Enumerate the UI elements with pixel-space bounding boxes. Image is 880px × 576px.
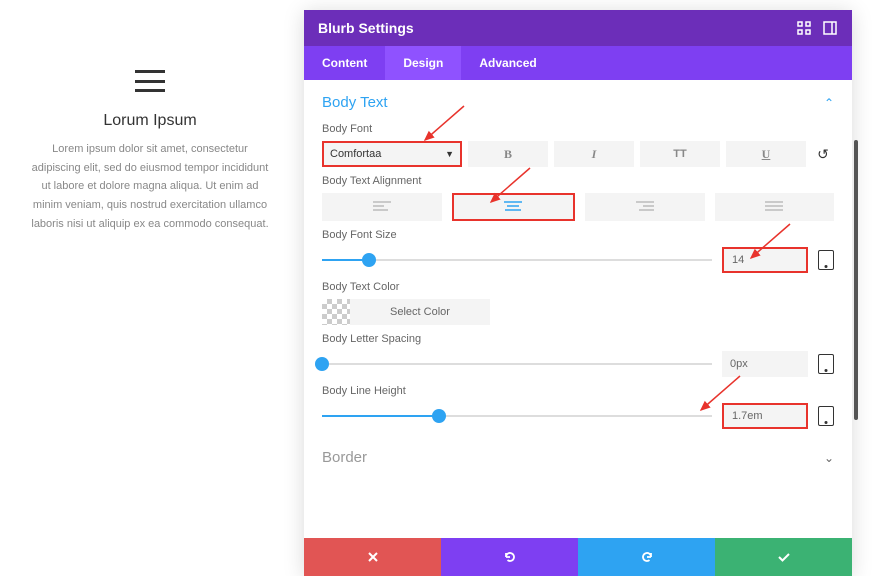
line-height-input[interactable]: 1.7em bbox=[722, 403, 808, 429]
color-swatch[interactable] bbox=[322, 299, 350, 325]
responsive-icon[interactable] bbox=[818, 354, 834, 374]
letter-spacing-input[interactable]: 0px bbox=[722, 351, 808, 377]
align-justify-button[interactable] bbox=[715, 193, 835, 221]
save-button[interactable] bbox=[715, 538, 852, 576]
tab-design[interactable]: Design bbox=[385, 46, 461, 80]
undo-button[interactable] bbox=[441, 538, 578, 576]
tab-advanced[interactable]: Advanced bbox=[461, 46, 554, 80]
bold-button[interactable]: B bbox=[468, 141, 548, 167]
settings-panel: Blurb Settings Content Design Advanced B… bbox=[304, 10, 852, 576]
align-left-button[interactable] bbox=[322, 193, 442, 221]
panel-header: Blurb Settings Content Design Advanced bbox=[304, 10, 852, 80]
tabs: Content Design Advanced bbox=[304, 46, 852, 80]
cancel-button[interactable] bbox=[304, 538, 441, 576]
dock-icon[interactable] bbox=[822, 20, 838, 36]
dropdown-triangle-icon: ▼ bbox=[445, 149, 454, 159]
letter-spacing-slider[interactable] bbox=[322, 357, 712, 371]
preview-title: Lorum Ipsum bbox=[103, 112, 196, 130]
font-size-input[interactable]: 14 bbox=[722, 247, 808, 273]
preview-pane: Lorum Ipsum Lorem ipsum dolor sit amet, … bbox=[0, 0, 300, 576]
align-center-button[interactable] bbox=[452, 193, 576, 221]
redo-button[interactable] bbox=[578, 538, 715, 576]
preview-text: Lorem ipsum dolor sit amet, consectetur … bbox=[20, 140, 280, 234]
chevron-down-icon: ⌄ bbox=[824, 451, 834, 465]
uppercase-button[interactable]: TT bbox=[640, 141, 720, 167]
reset-font-button[interactable]: ↺ bbox=[812, 146, 834, 163]
select-color-button[interactable]: Select Color bbox=[350, 299, 490, 325]
font-size-slider[interactable] bbox=[322, 253, 712, 267]
responsive-icon[interactable] bbox=[818, 250, 834, 270]
label-spacing: Body Letter Spacing bbox=[322, 333, 834, 345]
tab-content[interactable]: Content bbox=[304, 46, 385, 80]
border-section[interactable]: Border ⌄ bbox=[322, 435, 834, 480]
underline-button[interactable]: U bbox=[726, 141, 806, 167]
panel-footer bbox=[304, 538, 852, 576]
expand-icon[interactable] bbox=[796, 20, 812, 36]
panel-body: Body Text ⌃ Body Font Comfortaa ▼ B I TT… bbox=[304, 80, 852, 538]
scrollbar[interactable] bbox=[854, 140, 858, 420]
chevron-up-icon[interactable]: ⌃ bbox=[824, 96, 834, 110]
label-align: Body Text Alignment bbox=[322, 175, 834, 187]
hamburger-icon bbox=[135, 70, 165, 92]
responsive-icon[interactable] bbox=[818, 406, 834, 426]
line-height-slider[interactable] bbox=[322, 409, 712, 423]
label-lineheight: Body Line Height bbox=[322, 385, 834, 397]
label-size: Body Font Size bbox=[322, 229, 834, 241]
font-select[interactable]: Comfortaa ▼ bbox=[322, 141, 462, 167]
label-color: Body Text Color bbox=[322, 281, 834, 293]
panel-title: Blurb Settings bbox=[318, 20, 786, 36]
align-right-button[interactable] bbox=[585, 193, 705, 221]
font-value: Comfortaa bbox=[330, 148, 381, 160]
label-font: Body Font bbox=[322, 123, 834, 135]
italic-button[interactable]: I bbox=[554, 141, 634, 167]
section-title[interactable]: Body Text bbox=[322, 94, 824, 111]
